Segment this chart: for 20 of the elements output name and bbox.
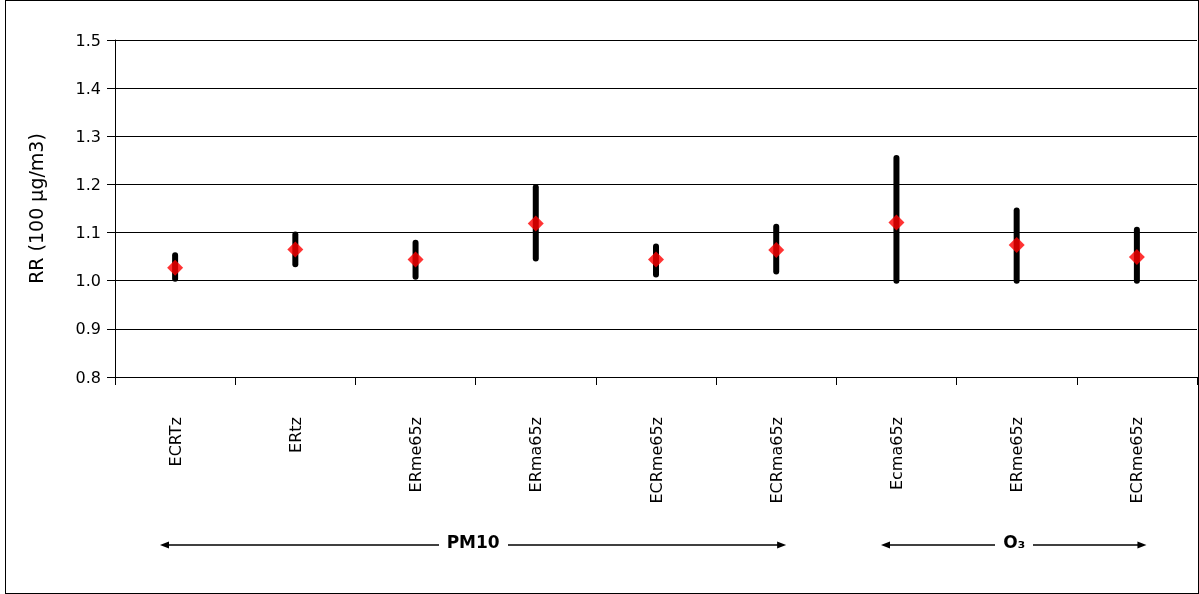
y-tick-label: 0.9 bbox=[75, 319, 101, 339]
y-tick-label: 1.2 bbox=[75, 174, 101, 194]
text: PM10 bbox=[438, 532, 508, 552]
x-tick-label: ECRme65z bbox=[646, 417, 666, 504]
y-tick-label: 0.8 bbox=[75, 367, 101, 387]
x-tick-label: ECRma65z bbox=[766, 417, 786, 504]
y-tick-label: 1.5 bbox=[75, 30, 101, 50]
y-tick-label: 1.1 bbox=[75, 223, 101, 243]
x-tick-label: ECRme65z bbox=[1127, 417, 1147, 504]
text: O₃ bbox=[995, 532, 1034, 552]
x-tick-label: ECRTz bbox=[165, 417, 185, 467]
x-tick-label: ERtz bbox=[285, 417, 305, 453]
y-axis-title: RR (100 µg/m3) bbox=[24, 133, 47, 284]
x-tick-label: ERme65z bbox=[406, 417, 426, 493]
x-tick-label: Ecma65z bbox=[886, 417, 906, 491]
y-tick-label: 1.0 bbox=[75, 271, 101, 291]
x-tick-label: ERme65z bbox=[1007, 417, 1027, 493]
y-tick-label: 1.3 bbox=[75, 126, 101, 146]
x-tick-label: ERma65z bbox=[526, 417, 546, 493]
y-tick-label: 1.4 bbox=[75, 78, 101, 98]
